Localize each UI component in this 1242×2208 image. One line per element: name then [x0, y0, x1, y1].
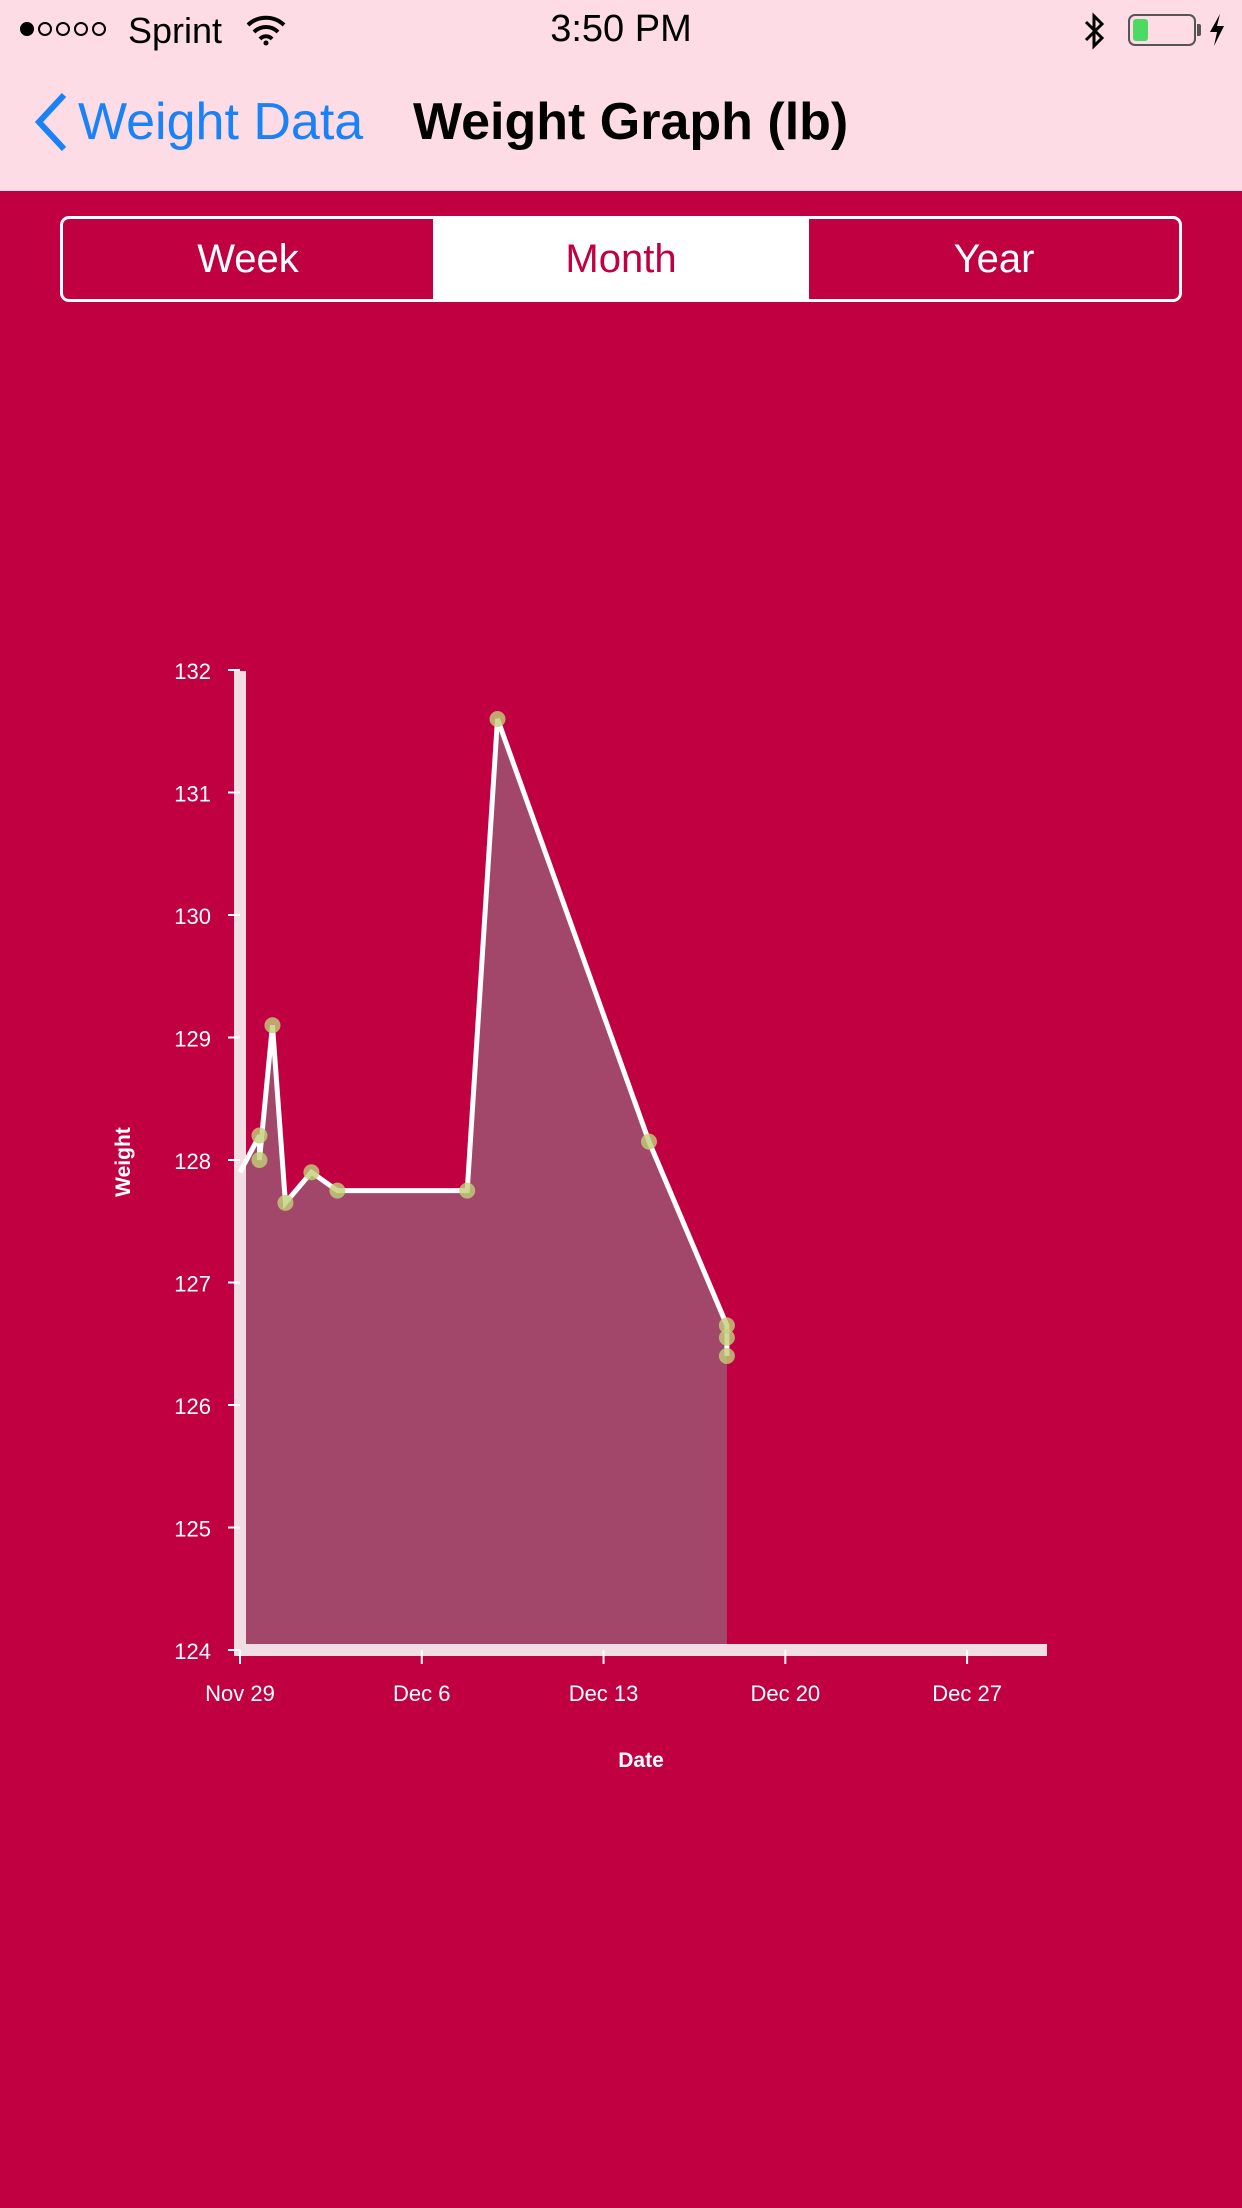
- status-bar: Sprint 3:50 PM: [0, 0, 1242, 62]
- data-point[interactable]: [459, 1182, 476, 1199]
- period-segmented-control: Week Month Year: [60, 216, 1182, 302]
- y-tick-label: 126: [174, 1394, 211, 1419]
- battery-icon: [1128, 14, 1196, 46]
- signal-strength-icon: [20, 22, 106, 36]
- segment-month[interactable]: Month: [433, 219, 806, 299]
- x-tick-label: Nov 29: [205, 1681, 275, 1706]
- chevron-left-icon: [34, 92, 67, 152]
- data-point[interactable]: [277, 1194, 294, 1211]
- segment-week[interactable]: Week: [197, 236, 299, 281]
- charging-bolt-icon: [1208, 12, 1226, 53]
- x-axis-line: [234, 1644, 1047, 1656]
- y-tick-label: 132: [174, 659, 211, 684]
- y-axis-label: Weight: [112, 1127, 135, 1197]
- data-point[interactable]: [640, 1133, 657, 1150]
- y-tick-label: 124: [174, 1639, 211, 1664]
- weight-area: [240, 719, 727, 1650]
- x-axis-label: Date: [618, 1749, 664, 1772]
- x-tick-label: Dec 6: [393, 1681, 450, 1706]
- data-point[interactable]: [251, 1127, 268, 1144]
- back-button[interactable]: Weight Data: [34, 92, 363, 152]
- status-time: 3:50 PM: [550, 8, 692, 50]
- data-point[interactable]: [718, 1329, 735, 1346]
- y-tick-label: 127: [174, 1272, 211, 1297]
- data-point[interactable]: [718, 1348, 735, 1364]
- y-tick-label: 125: [174, 1517, 211, 1542]
- data-point[interactable]: [329, 1182, 346, 1199]
- data-point[interactable]: [303, 1164, 320, 1181]
- data-point[interactable]: [264, 1017, 281, 1034]
- carrier-name: Sprint: [128, 10, 223, 51]
- data-point[interactable]: [489, 711, 506, 727]
- y-tick-label: 128: [174, 1149, 211, 1174]
- navigation-bar: Weight Data Weight Graph (lb): [0, 62, 1242, 191]
- bluetooth-icon: [1082, 12, 1106, 55]
- x-tick-label: Dec 13: [569, 1681, 639, 1706]
- wifi-icon: [246, 14, 286, 51]
- y-tick-label: 129: [174, 1027, 211, 1052]
- segment-year[interactable]: Year: [806, 219, 1179, 299]
- data-point[interactable]: [718, 1317, 735, 1334]
- y-tick-label: 130: [174, 904, 211, 929]
- x-tick-label: Dec 27: [932, 1681, 1002, 1706]
- page-title: Weight Graph (lb): [413, 93, 849, 151]
- battery-cap: [1197, 24, 1201, 36]
- y-tick-label: 131: [174, 782, 211, 807]
- x-tick-label: Dec 20: [750, 1681, 820, 1706]
- data-point[interactable]: [251, 1152, 268, 1168]
- top-bar: Sprint 3:50 PM: [0, 0, 1242, 191]
- back-button-label: Weight Data: [78, 93, 364, 151]
